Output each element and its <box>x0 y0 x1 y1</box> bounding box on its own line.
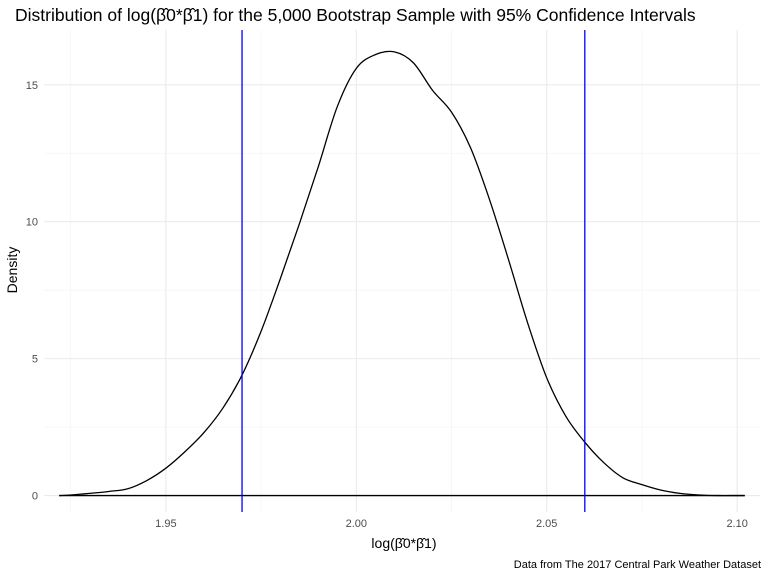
ci-layer <box>241 30 586 512</box>
chart-caption: Data from The 2017 Central Park Weather … <box>514 559 761 571</box>
x-tick-label: 1.95 <box>155 518 176 530</box>
y-tick-label: 0 <box>32 491 38 503</box>
y-tick-label: 15 <box>26 80 38 92</box>
x-axis-title: log(β̂0*β̂1) <box>371 535 436 551</box>
grid-layer <box>44 30 760 512</box>
x-tick-label: 2.05 <box>536 518 557 530</box>
curve-layer <box>59 50 745 497</box>
x-tick-label: 2.10 <box>726 518 747 530</box>
x-tick-label: 2.00 <box>346 518 367 530</box>
tick-layer: 1.95 2.00 2.05 2.10 0 5 10 15 <box>26 80 748 530</box>
density-curve <box>59 50 745 497</box>
y-axis-title: Density <box>4 247 20 294</box>
chart-title: Distribution of log(β̂0*β̂1) for the 5,0… <box>15 5 696 25</box>
y-tick-label: 5 <box>32 354 38 366</box>
y-tick-label: 10 <box>26 217 38 229</box>
